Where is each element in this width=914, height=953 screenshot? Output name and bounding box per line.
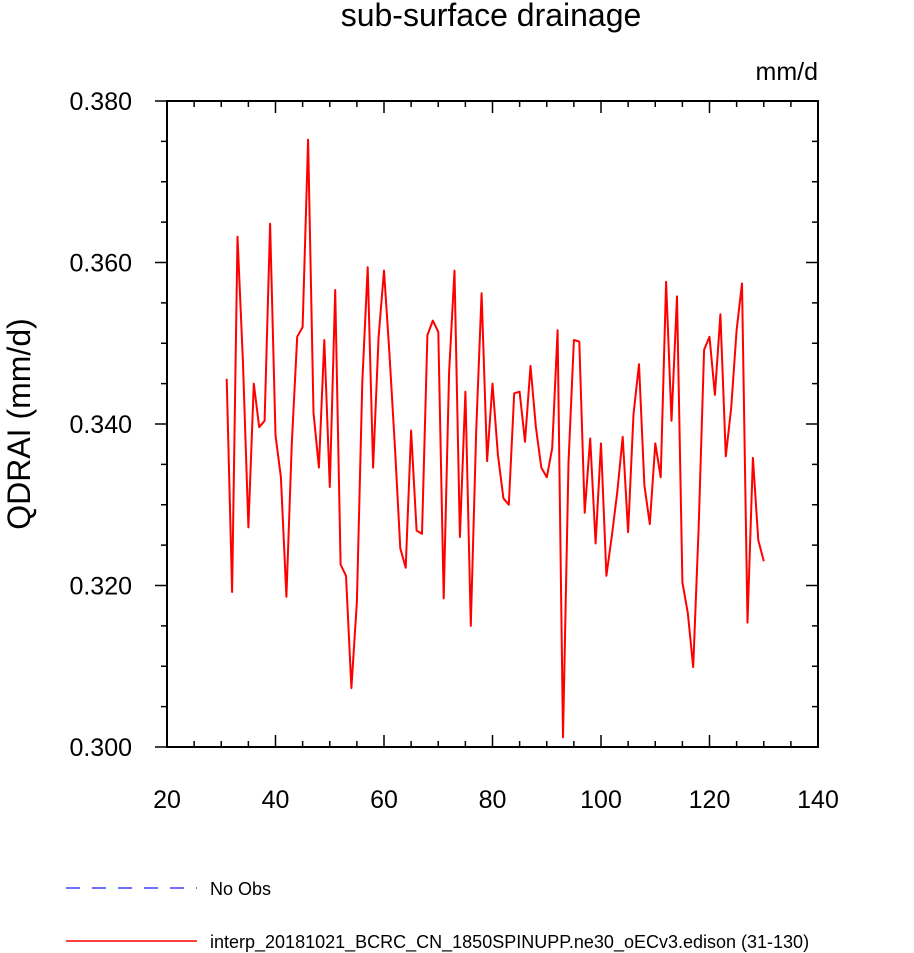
series-layer xyxy=(225,138,765,739)
x-axis-tick-labels: 20 40 60 80 100 120 140 xyxy=(153,786,839,814)
units-label: mm/d xyxy=(756,58,819,86)
y-axis-label: QDRAI (mm/d) xyxy=(1,318,37,530)
legend-label-no-obs: No Obs xyxy=(210,879,271,899)
y-tick-label: 0.320 xyxy=(69,573,132,601)
y-tick-label: 0.360 xyxy=(69,250,132,278)
chart-title: sub-surface drainage xyxy=(341,0,642,33)
x-tick-label: 100 xyxy=(580,786,622,814)
x-axis-ticks xyxy=(166,101,819,747)
legend-label-model: interp_20181021_BCRC_CN_1850SPINUPP.ne30… xyxy=(210,932,809,953)
x-tick-label: 60 xyxy=(370,786,398,814)
x-tick-label: 140 xyxy=(797,786,839,814)
y-tick-label: 0.300 xyxy=(69,734,132,762)
x-tick-label: 20 xyxy=(153,786,181,814)
x-tick-label: 80 xyxy=(479,786,507,814)
y-tick-label: 0.380 xyxy=(69,88,132,116)
legend: No Obs interp_20181021_BCRC_CN_1850SPINU… xyxy=(66,879,809,953)
series-line xyxy=(225,138,765,739)
y-tick-label: 0.340 xyxy=(69,411,132,439)
x-tick-label: 40 xyxy=(262,786,290,814)
x-tick-label: 120 xyxy=(689,786,731,814)
y-axis-tick-labels: 0.300 0.320 0.340 0.360 0.380 xyxy=(69,88,132,762)
plot-frame xyxy=(166,100,819,748)
